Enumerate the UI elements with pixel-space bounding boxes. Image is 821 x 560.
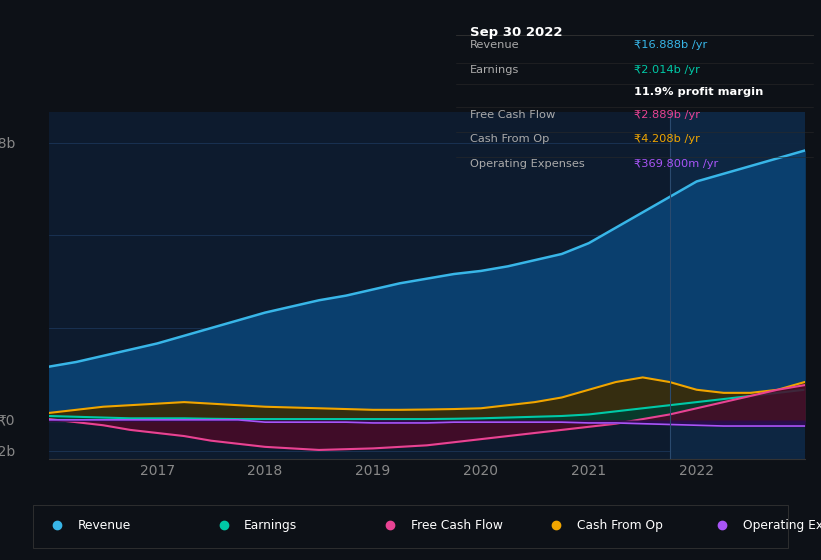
Text: ₹2.889b /yr: ₹2.889b /yr <box>635 110 700 120</box>
Text: Sep 30 2022: Sep 30 2022 <box>470 26 562 39</box>
Text: Operating Expenses: Operating Expenses <box>470 159 585 169</box>
Text: 11.9% profit margin: 11.9% profit margin <box>635 87 764 96</box>
Text: ₹369.800m /yr: ₹369.800m /yr <box>635 159 718 169</box>
Text: ₹2.014b /yr: ₹2.014b /yr <box>635 66 700 75</box>
Text: Free Cash Flow: Free Cash Flow <box>410 519 502 532</box>
Text: ₹16.888b /yr: ₹16.888b /yr <box>635 40 708 50</box>
Text: ₹18b: ₹18b <box>0 136 16 150</box>
Text: Earnings: Earnings <box>245 519 297 532</box>
Text: Revenue: Revenue <box>78 519 131 532</box>
Text: Cash From Op: Cash From Op <box>470 134 549 144</box>
Text: Operating Expenses: Operating Expenses <box>743 519 821 532</box>
Text: Revenue: Revenue <box>470 40 520 50</box>
Text: ₹4.208b /yr: ₹4.208b /yr <box>635 134 700 144</box>
Bar <box>670 112 805 459</box>
Text: Earnings: Earnings <box>470 66 520 75</box>
Text: -₹2b: -₹2b <box>0 445 16 459</box>
Text: Free Cash Flow: Free Cash Flow <box>470 110 555 120</box>
Text: ₹0: ₹0 <box>0 414 16 428</box>
Text: Cash From Op: Cash From Op <box>576 519 663 532</box>
